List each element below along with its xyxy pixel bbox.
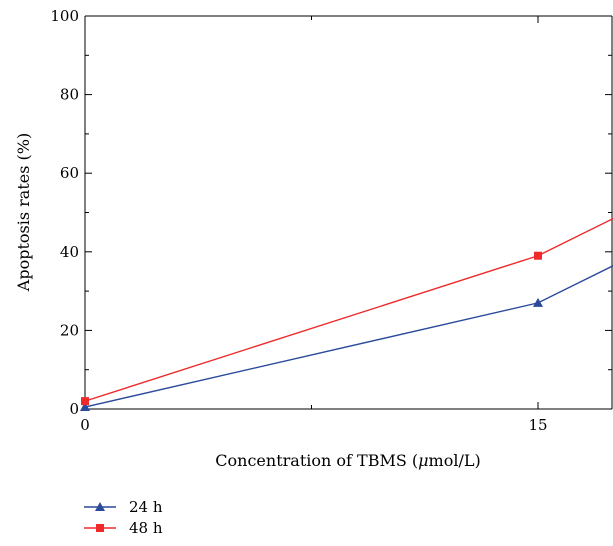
y-axis-title: Apoptosis rates (%) xyxy=(14,133,33,292)
x-tick-label: 15 xyxy=(528,416,547,434)
x-axis-title-suffix: mol/L) xyxy=(429,451,481,470)
x-axis-title: Concentration of TBMS (μmol/L) xyxy=(215,451,480,470)
legend-marker-48h xyxy=(96,524,104,532)
series-48h xyxy=(81,217,613,406)
data-point-48h xyxy=(81,397,89,406)
y-tick-label: 40 xyxy=(60,243,79,261)
data-point-24h xyxy=(80,402,90,412)
legend-label-48h: 48 h xyxy=(129,519,163,537)
y-tick-label: 0 xyxy=(69,400,79,418)
y-tick-label: 80 xyxy=(60,86,79,104)
legend-label-24h: 24 h xyxy=(129,498,163,516)
legend-item-24h: 24 h xyxy=(84,498,163,516)
legend-marker-24h xyxy=(95,502,105,511)
x-axis-title-mu: μ xyxy=(418,451,428,470)
y-tick-label: 60 xyxy=(60,164,79,182)
legend-item-48h: 48 h xyxy=(84,519,163,537)
axes xyxy=(84,15,613,410)
x-axis-title-prefix: Concentration of TBMS ( xyxy=(215,451,418,470)
series-layer xyxy=(80,217,613,412)
y-tick-label: 20 xyxy=(60,321,79,339)
x-tick-label: 0 xyxy=(80,416,90,434)
data-point-48h xyxy=(534,251,542,260)
data-point-24h xyxy=(533,297,543,307)
series-line-24h xyxy=(84,265,613,408)
legend: 24 h 48 h xyxy=(84,498,163,537)
ticks: 02040608010001530 xyxy=(50,7,612,434)
series-24h xyxy=(80,265,613,412)
y-tick-label: 100 xyxy=(50,7,79,25)
